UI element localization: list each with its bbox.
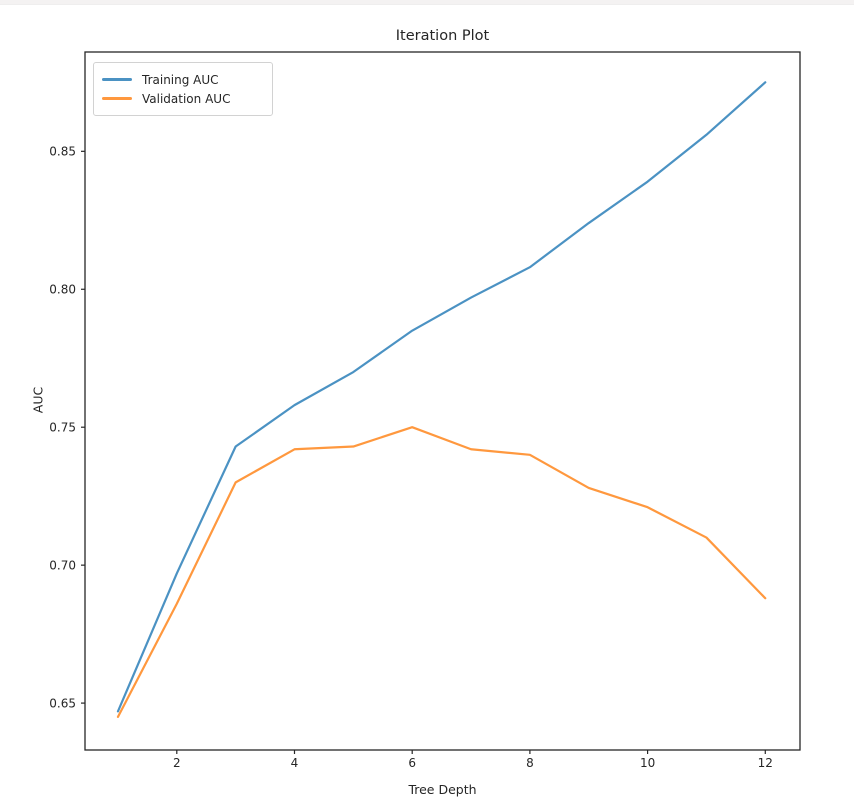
x-axis-label: Tree Depth	[408, 782, 477, 797]
y-tick-label: 0.65	[49, 696, 76, 710]
legend-label-validation: Validation AUC	[142, 91, 231, 106]
legend-label-training: Training AUC	[142, 72, 219, 87]
x-tick-label: 4	[291, 756, 299, 770]
training-auc-line	[116, 81, 767, 713]
x-tick-label: 2	[173, 756, 181, 770]
top-divider-bar	[0, 0, 854, 5]
legend-item-training: Training AUC	[102, 70, 267, 89]
x-tick-label: 8	[526, 756, 534, 770]
legend: Training AUC Validation AUC	[93, 62, 273, 116]
y-tick-label: 0.70	[49, 558, 76, 572]
validation-auc-line	[116, 426, 767, 718]
x-tick-label: 12	[758, 756, 773, 770]
legend-item-validation: Validation AUC	[102, 89, 267, 108]
y-tick-label: 0.85	[49, 145, 76, 159]
y-tick-label: 0.80	[49, 282, 76, 296]
x-tick-label: 6	[408, 756, 416, 770]
plot-border	[84, 51, 801, 751]
validation-line-swatch-icon	[102, 97, 132, 100]
x-tick-label: 10	[640, 756, 655, 770]
iteration-plot-figure: Iteration Plot AUC 2 4 6 8 10 12 0.65 0.70 0.75 0…	[0, 4, 854, 812]
training-line-swatch-icon	[102, 78, 132, 81]
chart-title: Iteration Plot	[395, 28, 490, 44]
y-tick-label: 0.75	[49, 420, 76, 434]
plot-area: 2 4 6 8 10 12 0.65 0.70 0.75 0.80 0.85	[49, 51, 801, 770]
